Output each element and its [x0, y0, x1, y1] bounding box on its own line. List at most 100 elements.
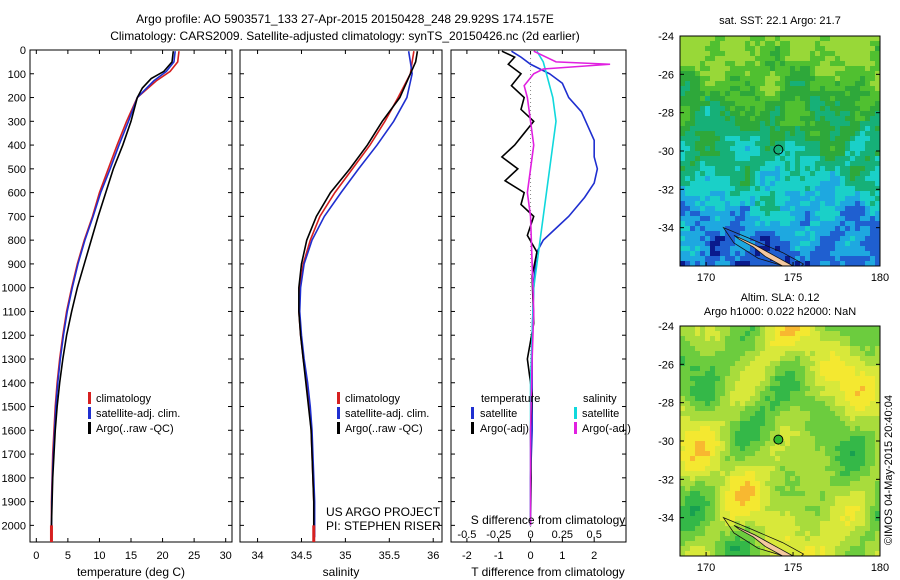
map-cell: [780, 246, 785, 251]
map-cell: [785, 331, 790, 336]
map-cell: [800, 456, 805, 461]
map-cell: [815, 426, 820, 431]
map-cell: [755, 401, 760, 406]
map-cell: [830, 251, 835, 256]
map-cell: [750, 441, 755, 446]
map-cell: [865, 491, 870, 496]
map-cell: [725, 436, 730, 441]
map-cell: [825, 541, 830, 546]
map-cell: [830, 56, 835, 61]
map-cell: [865, 136, 870, 141]
map-cell: [720, 56, 725, 61]
map-cell: [795, 381, 800, 386]
map-cell: [770, 541, 775, 546]
map-cell: [750, 511, 755, 516]
map-cell: [700, 201, 705, 206]
map-cell: [760, 61, 765, 66]
map-cell: [825, 461, 830, 466]
map-cell: [820, 336, 825, 341]
map-y-tick-label: -30: [658, 436, 674, 448]
map-cell: [860, 541, 865, 546]
map-cell: [770, 121, 775, 126]
map-cell: [865, 496, 870, 501]
map-cell: [875, 411, 880, 416]
map-cell: [810, 526, 815, 531]
map-cell: [735, 131, 740, 136]
map-cell: [755, 226, 760, 231]
map-cell: [765, 96, 770, 101]
map-cell: [710, 416, 715, 421]
map-cell: [745, 66, 750, 71]
map-cell: [715, 91, 720, 96]
map-cell: [815, 446, 820, 451]
map-cell: [790, 391, 795, 396]
map-cell: [855, 446, 860, 451]
map-cell: [850, 211, 855, 216]
map-cell: [870, 146, 875, 151]
map-cell: [695, 371, 700, 376]
map-cell: [875, 421, 880, 426]
map-cell: [760, 91, 765, 96]
x-tick-label: 35: [339, 550, 351, 562]
map-cell: [805, 486, 810, 491]
map-cell: [820, 161, 825, 166]
map-cell: [710, 236, 715, 241]
map-cell: [795, 156, 800, 161]
map-cell: [875, 201, 880, 206]
map-cell: [715, 446, 720, 451]
map-cell: [700, 351, 705, 356]
sst-map-title: sat. SST: 22.1 Argo: 21.7: [719, 15, 841, 27]
map-cell: [780, 251, 785, 256]
map-cell: [700, 451, 705, 456]
map-cell: [715, 256, 720, 261]
map-cell: [690, 186, 695, 191]
map-cell: [760, 331, 765, 336]
map-cell: [765, 36, 770, 41]
map-cell: [735, 91, 740, 96]
map-cell: [820, 251, 825, 256]
map-cell: [745, 171, 750, 176]
map-cell: [785, 371, 790, 376]
map-cell: [820, 96, 825, 101]
map-cell: [835, 386, 840, 391]
map-cell: [840, 516, 845, 521]
map-cell: [850, 191, 855, 196]
map-cell: [795, 66, 800, 71]
map-cell: [760, 381, 765, 386]
map-cell: [800, 436, 805, 441]
difference-xlabel-top: S difference from climatology: [471, 513, 626, 527]
map-cell: [790, 186, 795, 191]
map-cell: [770, 86, 775, 91]
map-cell: [845, 41, 850, 46]
map-cell: [845, 171, 850, 176]
map-cell: [860, 486, 865, 491]
map-cell: [735, 191, 740, 196]
map-cell: [815, 416, 820, 421]
map-cell: [745, 206, 750, 211]
map-cell: [760, 531, 765, 536]
map-cell: [865, 436, 870, 441]
map-cell: [800, 46, 805, 51]
map-cell: [720, 156, 725, 161]
map-cell: [845, 241, 850, 246]
map-cell: [770, 116, 775, 121]
map-cell: [825, 491, 830, 496]
map-cell: [870, 116, 875, 121]
map-cell: [810, 76, 815, 81]
map-cell: [705, 146, 710, 151]
map-cell: [695, 436, 700, 441]
map-cell: [770, 106, 775, 111]
map-cell: [725, 241, 730, 246]
map-cell: [745, 441, 750, 446]
map-cell: [730, 336, 735, 341]
map-cell: [735, 216, 740, 221]
map-cell: [825, 546, 830, 551]
map-cell: [690, 136, 695, 141]
map-cell: [870, 156, 875, 161]
map-cell: [695, 381, 700, 386]
map-cell: [780, 406, 785, 411]
map-cell: [740, 516, 745, 521]
map-cell: [790, 331, 795, 336]
map-cell: [860, 136, 865, 141]
map-cell: [840, 151, 845, 156]
